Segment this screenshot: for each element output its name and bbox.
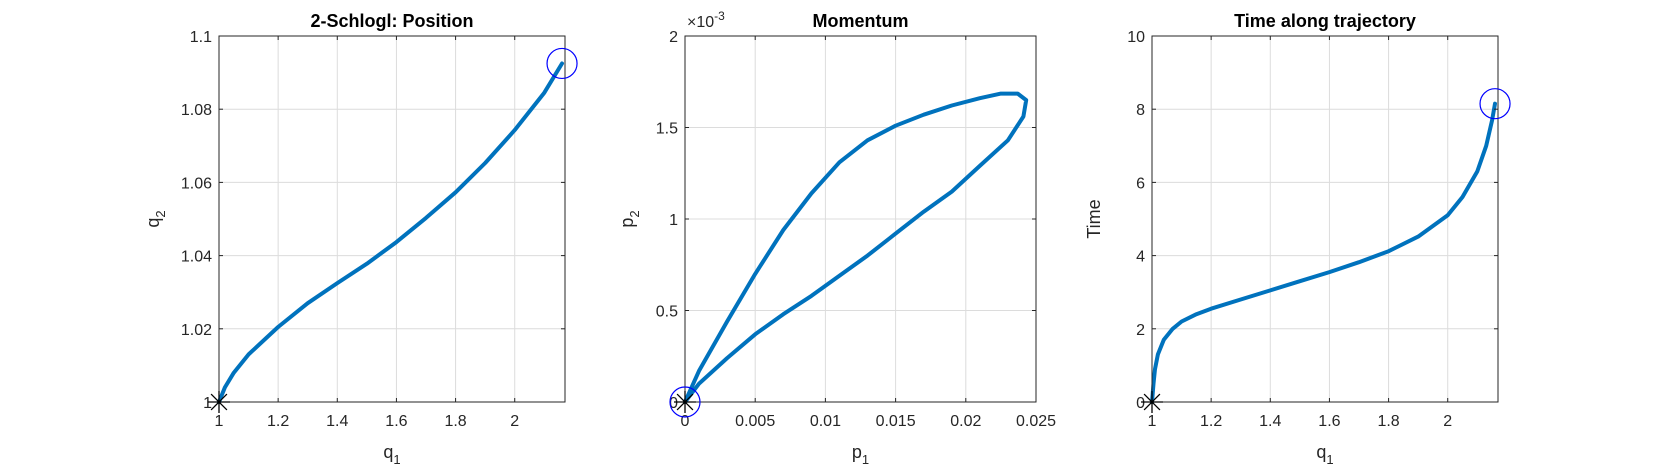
y-tick-label: 8: [1136, 102, 1145, 119]
y-tick-label: 0: [669, 395, 678, 412]
y-tick-label: 1.08: [181, 102, 212, 119]
chart-time: Time along trajectory 1 1.2 1.4 1.6 1.8 2 0 2 4 6…: [1084, 11, 1511, 467]
y-tick-label: 1.1: [190, 29, 212, 46]
x-tick-label: 1.4: [1259, 413, 1281, 430]
y-tick-label: 2: [1136, 322, 1145, 339]
series-line: [1150, 101, 1497, 404]
x-tick-label: 1.8: [444, 413, 466, 430]
chart-title: 2-Schlogl: Position: [310, 11, 473, 31]
y-tick-label: 6: [1136, 175, 1145, 192]
plot-area: [1152, 36, 1498, 402]
x-tick-label: 1.4: [326, 413, 348, 430]
x-tick-label: 2: [510, 413, 519, 430]
y-tick-label: 0.5: [656, 304, 678, 321]
end-circle-marker: [546, 47, 578, 80]
y-tick-label: 1: [203, 395, 212, 412]
y-tick-label: 1.02: [181, 322, 212, 339]
series-line: [217, 61, 564, 404]
x-tick-label: 0.005: [735, 413, 775, 430]
chart-title: Momentum: [813, 11, 909, 31]
y-tick-label: 2: [669, 29, 678, 46]
x-tick-label: 1: [1148, 413, 1157, 430]
x-tick-label: 1.6: [385, 413, 407, 430]
y-axis-label: q2: [143, 210, 168, 227]
x-tick-label: 0.02: [950, 413, 981, 430]
y-tick-label: 10: [1127, 29, 1145, 46]
y-tick-label: 0: [1136, 395, 1145, 412]
x-axis-label: q1: [1316, 442, 1333, 467]
x-tick-label: 1: [215, 413, 224, 430]
x-tick-label: 1.2: [1200, 413, 1222, 430]
plot-area: [219, 36, 565, 402]
x-tick-label: 2: [1443, 413, 1452, 430]
x-axis-label: q1: [383, 442, 400, 467]
chart-title: Time along trajectory: [1234, 11, 1416, 31]
x-tick-label: 0: [681, 413, 690, 430]
y-exponent-label: ×10-3: [687, 9, 725, 31]
axes-box: [1151, 35, 1499, 403]
start-asterisk-marker: [674, 391, 696, 413]
end-circle-marker: [669, 386, 701, 418]
chart-position: 2-Schlogl: Position 1 1.2 1.4 1.6 1.8 2 1 1.02 1…: [143, 11, 578, 467]
start-asterisk-marker: [208, 391, 230, 413]
series-line: [683, 91, 1029, 404]
x-axis-label: p1: [852, 442, 869, 467]
y-tick-label: 4: [1136, 249, 1145, 266]
x-tick-label: 1.6: [1318, 413, 1340, 430]
start-asterisk-marker: [1141, 391, 1163, 413]
y-tick-label: 1: [669, 212, 678, 229]
y-axis-label: p2: [617, 210, 642, 227]
y-axis-label: Time: [1084, 199, 1104, 238]
y-tick-label: 1.5: [656, 121, 678, 138]
x-tick-label: 1.2: [267, 413, 289, 430]
x-tick-label: 0.025: [1016, 413, 1056, 430]
chart-momentum: Momentum 0 0.005 0.01 0.015 0.02 0.025 0 0.5 1 1.…: [617, 9, 1056, 467]
y-tick-label: 1.06: [181, 175, 212, 192]
axes-box: [218, 35, 566, 403]
x-tick-label: 0.01: [810, 413, 841, 430]
x-tick-label: 0.015: [876, 413, 916, 430]
end-circle-marker: [1479, 88, 1511, 120]
x-tick-label: 1.8: [1377, 413, 1399, 430]
y-tick-label: 1.04: [181, 249, 212, 266]
